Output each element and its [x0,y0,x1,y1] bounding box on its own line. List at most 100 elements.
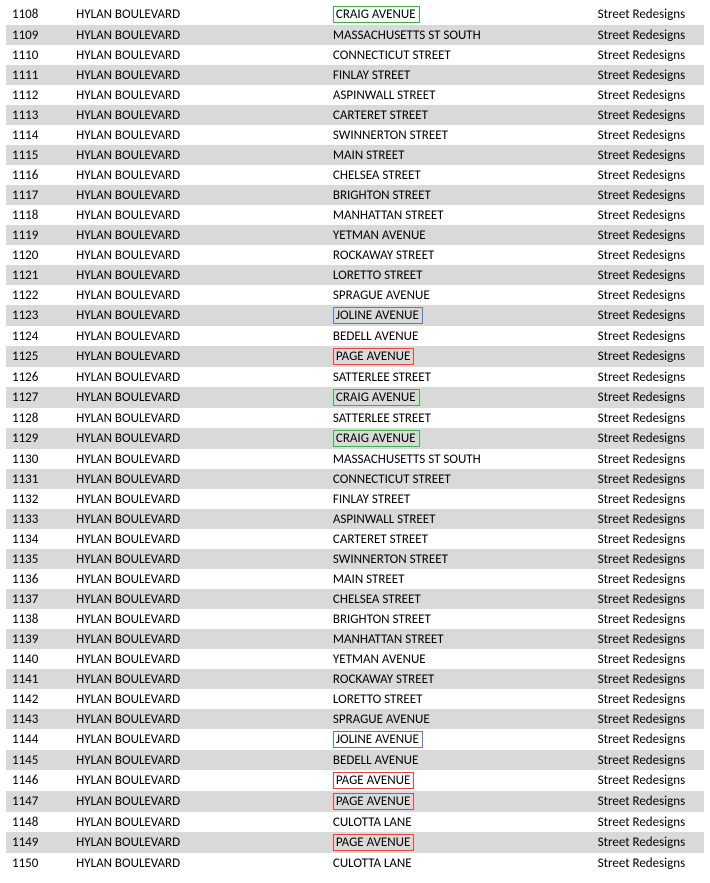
cell-id: 1126 [6,367,70,387]
cell-type: Street Redesigns [594,489,704,509]
cell-type: Street Redesigns [594,326,704,346]
cell-street: HYLAN BOULEVARD [70,145,327,165]
highlight-blue: JOLINE AVENUE [333,307,423,324]
table-row: 1131HYLAN BOULEVARDCONNECTICUT STREETStr… [6,469,704,489]
cell-street: HYLAN BOULEVARD [70,812,327,832]
cell-cross-street: PAGE AVENUE [327,770,594,791]
cell-type: Street Redesigns [594,569,704,589]
cell-type: Street Redesigns [594,346,704,367]
cell-street: HYLAN BOULEVARD [70,832,327,853]
cell-id: 1113 [6,105,70,125]
table-row: 1139HYLAN BOULEVARDMANHATTAN STREETStree… [6,629,704,649]
cell-id: 1148 [6,812,70,832]
cell-type: Street Redesigns [594,45,704,65]
table-row: 1144HYLAN BOULEVARDJOLINE AVENUEStreet R… [6,729,704,750]
cell-street: HYLAN BOULEVARD [70,185,327,205]
cell-id: 1138 [6,609,70,629]
table-row: 1111HYLAN BOULEVARDFINLAY STREETStreet R… [6,65,704,85]
table-row: 1113HYLAN BOULEVARDCARTERET STREETStreet… [6,105,704,125]
cell-type: Street Redesigns [594,832,704,853]
table-row: 1134HYLAN BOULEVARDCARTERET STREETStreet… [6,529,704,549]
cell-cross-street: LORETTO STREET [327,689,594,709]
cell-cross-street: JOLINE AVENUE [327,305,594,326]
cell-id: 1146 [6,770,70,791]
table-row: 1110HYLAN BOULEVARDCONNECTICUT STREETStr… [6,45,704,65]
cell-id: 1144 [6,729,70,750]
cell-street: HYLAN BOULEVARD [70,509,327,529]
cell-type: Street Redesigns [594,609,704,629]
street-table: 1108HYLAN BOULEVARDCRAIG AVENUEStreet Re… [6,4,704,873]
cell-cross-street: JOLINE AVENUE [327,729,594,750]
cell-cross-street: SWINNERTON STREET [327,549,594,569]
cell-cross-street: MASSACHUSETTS ST SOUTH [327,449,594,469]
cell-type: Street Redesigns [594,729,704,750]
cell-id: 1149 [6,832,70,853]
cell-street: HYLAN BOULEVARD [70,305,327,326]
cell-id: 1112 [6,85,70,105]
cell-cross-street: CHELSEA STREET [327,589,594,609]
cell-id: 1147 [6,791,70,812]
table-row: 1125HYLAN BOULEVARDPAGE AVENUEStreet Red… [6,346,704,367]
cell-street: HYLAN BOULEVARD [70,367,327,387]
cell-cross-street: MASSACHUSETTS ST SOUTH [327,25,594,45]
cell-cross-street: FINLAY STREET [327,65,594,85]
cell-street: HYLAN BOULEVARD [70,65,327,85]
cell-street: HYLAN BOULEVARD [70,346,327,367]
table-row: 1109HYLAN BOULEVARDMASSACHUSETTS ST SOUT… [6,25,704,45]
cell-cross-street: SWINNERTON STREET [327,125,594,145]
cell-id: 1120 [6,245,70,265]
highlight-blue: JOLINE AVENUE [333,731,423,748]
cell-id: 1114 [6,125,70,145]
cell-id: 1131 [6,469,70,489]
highlight-red: PAGE AVENUE [333,793,414,810]
cell-street: HYLAN BOULEVARD [70,529,327,549]
table-row: 1150HYLAN BOULEVARDCULOTTA LANEStreet Re… [6,853,704,873]
cell-cross-street: CRAIG AVENUE [327,4,594,25]
cell-street: HYLAN BOULEVARD [70,469,327,489]
cell-type: Street Redesigns [594,408,704,428]
highlight-green: CRAIG AVENUE [333,430,420,447]
cell-id: 1115 [6,145,70,165]
cell-type: Street Redesigns [594,25,704,45]
cell-street: HYLAN BOULEVARD [70,689,327,709]
cell-street: HYLAN BOULEVARD [70,489,327,509]
cell-type: Street Redesigns [594,225,704,245]
cell-type: Street Redesigns [594,791,704,812]
cell-id: 1122 [6,285,70,305]
cell-cross-street: SPRAGUE AVENUE [327,285,594,305]
cell-cross-street: CARTERET STREET [327,105,594,125]
cell-type: Street Redesigns [594,105,704,125]
table-row: 1124HYLAN BOULEVARDBEDELL AVENUEStreet R… [6,326,704,346]
cell-cross-street: BEDELL AVENUE [327,326,594,346]
cell-id: 1135 [6,549,70,569]
cell-cross-street: FINLAY STREET [327,489,594,509]
table-row: 1121HYLAN BOULEVARDLORETTO STREETStreet … [6,265,704,285]
cell-type: Street Redesigns [594,812,704,832]
cell-type: Street Redesigns [594,449,704,469]
cell-cross-street: ASPINWALL STREET [327,509,594,529]
cell-type: Street Redesigns [594,245,704,265]
cell-street: HYLAN BOULEVARD [70,853,327,873]
cell-street: HYLAN BOULEVARD [70,165,327,185]
cell-id: 1145 [6,750,70,770]
cell-street: HYLAN BOULEVARD [70,285,327,305]
cell-id: 1118 [6,205,70,225]
cell-id: 1137 [6,589,70,609]
table-row: 1141HYLAN BOULEVARDROCKAWAY STREETStreet… [6,669,704,689]
cell-cross-street: LORETTO STREET [327,265,594,285]
cell-id: 1139 [6,629,70,649]
table-row: 1138HYLAN BOULEVARDBRIGHTON STREETStreet… [6,609,704,629]
table-row: 1108HYLAN BOULEVARDCRAIG AVENUEStreet Re… [6,4,704,25]
table-row: 1145HYLAN BOULEVARDBEDELL AVENUEStreet R… [6,750,704,770]
table-row: 1116HYLAN BOULEVARDCHELSEA STREETStreet … [6,165,704,185]
cell-street: HYLAN BOULEVARD [70,589,327,609]
cell-id: 1141 [6,669,70,689]
cell-cross-street: CONNECTICUT STREET [327,469,594,489]
cell-cross-street: PAGE AVENUE [327,832,594,853]
cell-type: Street Redesigns [594,689,704,709]
cell-type: Street Redesigns [594,165,704,185]
cell-street: HYLAN BOULEVARD [70,549,327,569]
cell-id: 1130 [6,449,70,469]
cell-street: HYLAN BOULEVARD [70,669,327,689]
cell-street: HYLAN BOULEVARD [70,45,327,65]
